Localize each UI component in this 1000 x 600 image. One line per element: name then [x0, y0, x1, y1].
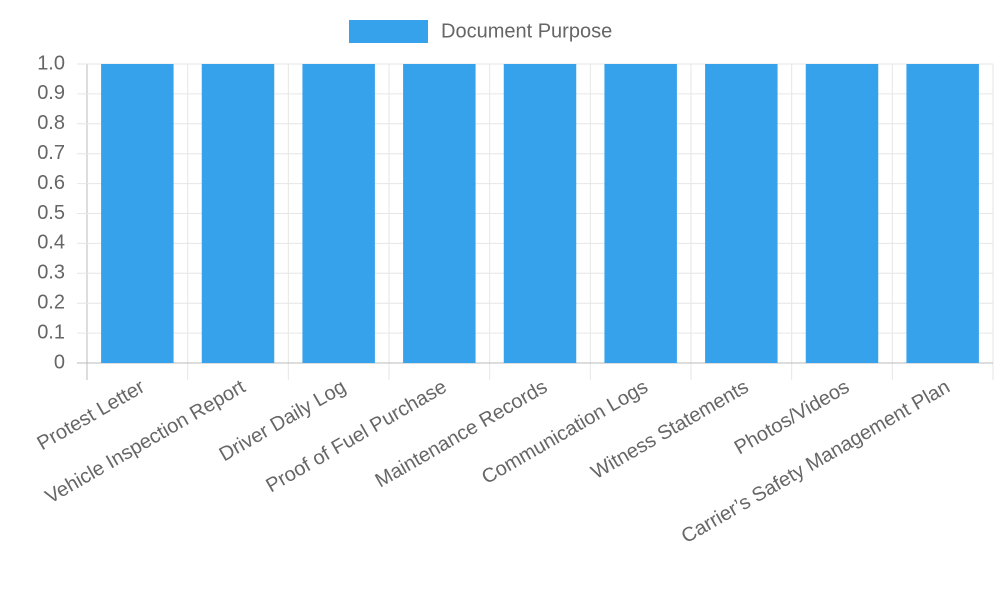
y-tick-label: 0.3 — [37, 262, 65, 284]
bar — [201, 64, 275, 363]
y-tick-label: 0 — [54, 351, 65, 373]
bar — [101, 64, 174, 363]
y-tick-label: 1.0 — [37, 52, 65, 74]
y-tick-label: 0.2 — [37, 291, 65, 313]
bar — [403, 64, 476, 363]
x-tick-label: Proof of Fuel Purchase — [262, 376, 450, 497]
y-tick-label: 0.9 — [37, 82, 65, 104]
y-tick-label: 0.1 — [37, 321, 65, 343]
bar — [906, 64, 979, 363]
y-tick-label: 0.5 — [37, 202, 65, 224]
x-tick-label: Maintenance Records — [372, 376, 551, 492]
bar — [705, 64, 778, 363]
x-tick-label: Communication Logs — [478, 376, 652, 489]
y-tick-label: 0.8 — [37, 112, 65, 134]
legend-label: Document Purpose — [441, 20, 612, 42]
bar — [604, 64, 677, 363]
y-tick-label: 0.4 — [37, 232, 65, 254]
bar — [503, 64, 577, 363]
y-tick-label: 0.7 — [37, 142, 65, 164]
y-tick-label: 0.6 — [37, 172, 65, 194]
legend-swatch — [349, 20, 428, 43]
bar — [805, 64, 879, 363]
bar — [302, 64, 375, 363]
